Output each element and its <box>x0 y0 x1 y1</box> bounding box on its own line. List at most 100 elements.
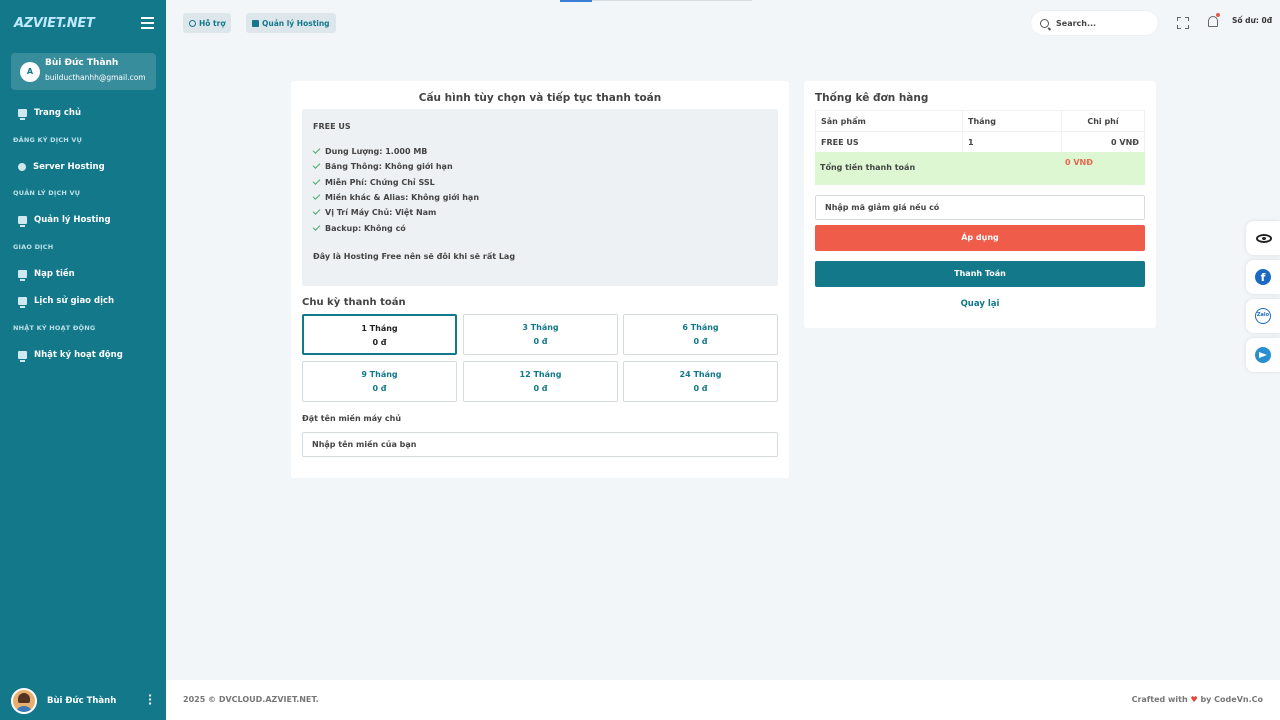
avatar: A <box>20 62 40 82</box>
lifebuoy-icon <box>189 19 196 27</box>
check-icon <box>312 223 321 231</box>
cycle-price: 0 đ <box>533 337 548 346</box>
manage-hosting-button[interactable]: Quản lý Hosting <box>246 13 336 33</box>
feature-text: Backup: Không có <box>325 224 406 233</box>
column-header: Chi phí <box>1061 110 1145 132</box>
credit-suffix[interactable]: by CodeVn.Co <box>1200 695 1263 704</box>
plan-name: FREE US <box>313 122 351 131</box>
sidebar-item-manage-hosting[interactable]: Quản lý Hosting <box>18 215 111 227</box>
cycle-option-6-months[interactable]: 6 Tháng 0 đ <box>623 314 778 355</box>
feature-text: Vị Trí Máy Chủ: Việt Nam <box>325 208 437 217</box>
sidebar: AZVIET.NET A Bùi Đức Thành builducthanhh… <box>0 0 166 720</box>
cycle-label: 6 Tháng <box>682 323 719 332</box>
sidebar-item-label: Nhật ký hoạt động <box>34 350 123 360</box>
monitor-icon <box>18 351 27 362</box>
copyright-text: 2025 © DVCLOUD.AZVIET.NET. <box>183 695 319 704</box>
sidebar-item-activity-log[interactable]: Nhật ký hoạt động <box>18 350 123 362</box>
loading-track <box>592 0 752 1</box>
total-row: Tổng tiền thanh toán 0 VNĐ <box>815 152 1145 185</box>
user-name: Bùi Đức Thành <box>45 58 119 68</box>
telegram-icon <box>1255 347 1271 363</box>
column-header: Tháng <box>962 110 1062 132</box>
briefcase-icon <box>252 19 259 27</box>
sidebar-item-transaction-history[interactable]: Lịch sử giao dịch <box>18 296 114 308</box>
total-value: 0 VNĐ <box>1065 158 1093 167</box>
plan-note: Đây là Hosting Free nên sẽ đôi khi sẽ rấ… <box>313 252 516 261</box>
user-card[interactable]: A Bùi Đức Thành builducthanhh@gmail.com <box>11 53 156 90</box>
circle-arrow-icon <box>18 163 26 171</box>
plan-details: FREE US Dung Lượng: 1.000 MB Băng Thông:… <box>302 109 778 286</box>
loading-indicator <box>560 0 592 2</box>
cycle-option-1-month[interactable]: 1 Tháng 0 đ <box>302 314 457 355</box>
sidebar-item-label: Trang chủ <box>34 108 82 118</box>
fullscreen-icon[interactable] <box>1177 17 1189 29</box>
sidebar-item-label: Server Hosting <box>33 162 105 172</box>
support-button[interactable]: Hỗ trợ <box>183 13 232 33</box>
sidebar-item-deposit[interactable]: Nạp tiền <box>18 269 75 281</box>
zalo-icon: Zalo <box>1255 308 1271 324</box>
notification-dot <box>1216 13 1220 17</box>
search-input[interactable]: Search... <box>1031 11 1158 35</box>
order-table: Sản phẩm Tháng Chi phí FREE US 1 0 VNĐ <box>815 110 1145 153</box>
credit-text: Crafted with ♥ by CodeVn.Co <box>1132 695 1263 704</box>
check-icon <box>312 207 321 215</box>
cycle-label: 9 Tháng <box>361 370 398 379</box>
table-cell: 1 <box>962 131 1062 153</box>
more-vertical-icon[interactable]: · · · <box>148 689 153 710</box>
balance-display: Số dư: 0đ <box>1232 16 1273 25</box>
float-zalo-button[interactable]: Zalo <box>1246 299 1280 333</box>
float-eye-button[interactable] <box>1246 221 1280 255</box>
feature-item: Vị Trí Máy Chủ: Việt Nam <box>312 207 437 217</box>
sidebar-section-heading: NHẬT KÝ HOẠT ĐỘNG <box>13 324 96 332</box>
column-header: Sản phẩm <box>815 110 963 132</box>
credit-prefix: Crafted with <box>1131 695 1188 704</box>
sidebar-item-server-hosting[interactable]: Server Hosting <box>18 162 105 172</box>
config-card: Cấu hình tùy chọn và tiếp tục thanh toán… <box>291 81 789 478</box>
page-footer: 2025 © DVCLOUD.AZVIET.NET. Crafted with … <box>166 680 1280 720</box>
coupon-input[interactable] <box>815 195 1145 220</box>
domain-input[interactable] <box>302 432 778 457</box>
cycle-price: 0 đ <box>693 384 708 393</box>
hamburger-menu-icon[interactable] <box>141 17 154 29</box>
cycle-option-3-months[interactable]: 3 Tháng 0 đ <box>463 314 618 355</box>
feature-text: Băng Thông: Không giới hạn <box>325 162 453 171</box>
cycle-price: 0 đ <box>693 337 708 346</box>
user-email: builducthanhh@gmail.com <box>45 73 146 82</box>
feature-text: Miễn Phí: Chứng Chỉ SSL <box>325 178 435 187</box>
sidebar-section-heading: QUẢN LÝ DỊCH VỤ <box>13 189 81 197</box>
table-cell: FREE US <box>815 131 963 153</box>
float-telegram-button[interactable] <box>1246 338 1280 372</box>
monitor-icon <box>18 270 27 281</box>
feature-item: Backup: Không có <box>312 223 406 233</box>
cycle-option-9-months[interactable]: 9 Tháng 0 đ <box>302 361 457 402</box>
table-row: FREE US 1 0 VNĐ <box>815 131 1145 153</box>
domain-label: Đặt tên miền máy chủ <box>302 414 402 423</box>
summary-title: Thống kê đơn hàng <box>815 92 929 104</box>
sidebar-item-label: Quản lý Hosting <box>34 215 111 225</box>
sidebar-item-home[interactable]: Trang chủ <box>18 108 82 120</box>
cycle-option-24-months[interactable]: 24 Tháng 0 đ <box>623 361 778 402</box>
total-label: Tổng tiền thanh toán <box>820 163 916 172</box>
back-link[interactable]: Quay lại <box>960 299 1000 309</box>
facebook-icon: f <box>1255 269 1271 285</box>
check-icon <box>312 161 321 169</box>
cycle-label: 1 Tháng <box>361 324 398 333</box>
logo[interactable]: AZVIET.NET <box>14 16 95 31</box>
monitor-icon <box>18 109 27 120</box>
cycle-label: 12 Tháng <box>519 370 562 379</box>
apply-coupon-button[interactable]: Áp dụng <box>815 225 1145 251</box>
cycle-label: 24 Tháng <box>679 370 722 379</box>
float-facebook-button[interactable]: f <box>1246 260 1280 294</box>
config-title: Cấu hình tùy chọn và tiếp tục thanh toán <box>418 92 662 104</box>
search-icon <box>1040 18 1049 28</box>
heart-icon: ♥ <box>1190 695 1198 704</box>
bell-icon[interactable] <box>1207 13 1220 29</box>
avatar[interactable] <box>11 688 37 714</box>
support-label: Hỗ trợ <box>199 18 226 28</box>
billing-cycle-title: Chu kỳ thanh toán <box>302 297 406 308</box>
cycle-option-12-months[interactable]: 12 Tháng 0 đ <box>463 361 618 402</box>
checkout-button[interactable]: Thanh Toán <box>815 261 1145 287</box>
order-summary-card: Thống kê đơn hàng Sản phẩm Tháng Chi phí… <box>804 81 1156 328</box>
eye-icon <box>1256 234 1272 243</box>
search-placeholder: Search... <box>1056 18 1097 28</box>
